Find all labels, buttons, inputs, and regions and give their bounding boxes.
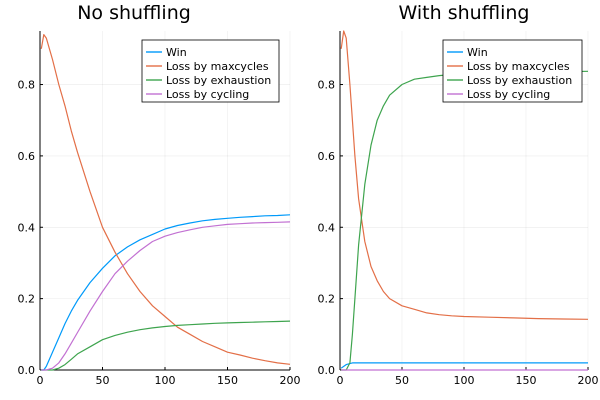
y-tick-label: 0.6: [18, 150, 36, 163]
legend-label: Loss by cycling: [166, 88, 249, 101]
x-tick-label: 100: [155, 374, 176, 387]
y-tick-label: 0.6: [318, 150, 336, 163]
x-tick-label: 0: [37, 374, 44, 387]
legend-label: Win: [467, 46, 488, 59]
x-tick-label: 200: [578, 374, 599, 387]
tick-labels: 0 50 100 150 200 0.0 0.2 0.4 0.6 0.8: [18, 79, 301, 387]
series-line-loss-by-cycling: [41, 221, 291, 371]
series-lines: [40, 33, 291, 371]
legend-label: Loss by maxcycles: [467, 60, 570, 73]
series-line-win: [41, 214, 291, 371]
x-tick-label: 200: [280, 374, 301, 387]
legend-box: [442, 39, 583, 103]
tick-labels: 0 50 100 150 200 0.0 0.2 0.4 0.6 0.8: [318, 79, 599, 387]
y-tick-label: 0.2: [318, 293, 336, 306]
legend-label: Win: [166, 46, 187, 59]
x-tick-label: 50: [96, 374, 110, 387]
x-tick-label: 100: [454, 374, 475, 387]
series-line-loss-by-exhaustion: [41, 320, 291, 371]
legend-box: [141, 39, 280, 103]
x-tick-label: 50: [395, 374, 409, 387]
chart-panel-with-shuffling: With shuffling 0 50 100 150 2000.00.20.40.60…: [318, 2, 599, 387]
y-tick-label: 0.4: [318, 221, 336, 234]
y-tick-label: 0.4: [18, 221, 36, 234]
y-tick-label: 0.2: [18, 293, 36, 306]
axes-frame: [39, 31, 291, 371]
y-tick-label: 0.8: [318, 79, 336, 92]
legend-label: Loss by maxcycles: [166, 60, 269, 73]
x-tick-label: 150: [217, 374, 238, 387]
series-line-loss-by-maxcycles: [340, 30, 589, 320]
y-tick-label: 0.8: [18, 79, 36, 92]
series-line-loss-by-maxcycles: [40, 33, 291, 365]
chart-panel-no-shuffling: No shuffling 0 50 100 150 200 0.0 0.2 0.4 0.6 0.8…: [18, 2, 301, 387]
y-tick-label: 0.0: [18, 364, 36, 377]
legend-label: Loss by exhaustion: [166, 74, 271, 87]
chart-title: With shuffling: [399, 2, 530, 24]
legend-label: Loss by cycling: [467, 88, 550, 101]
x-tick-label: 0: [337, 374, 344, 387]
y-tick-label: 0.0: [318, 364, 336, 377]
series-line-win: [340, 362, 588, 369]
chart-title: No shuffling: [77, 2, 191, 24]
x-tick-label: 150: [516, 374, 537, 387]
legend-label: Loss by exhaustion: [467, 74, 572, 87]
